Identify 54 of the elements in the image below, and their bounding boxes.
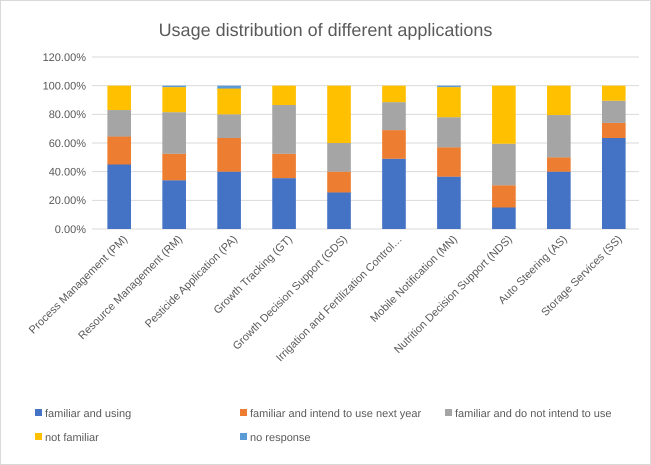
legend-label: familiar and using xyxy=(45,408,132,420)
bar xyxy=(437,147,461,177)
y-tick-label: 100.00% xyxy=(42,80,86,93)
bar xyxy=(602,86,626,101)
bar xyxy=(327,172,351,192)
bar xyxy=(107,86,132,110)
bar xyxy=(162,112,186,154)
bar xyxy=(272,86,296,106)
bar xyxy=(382,130,406,159)
bar xyxy=(327,192,351,229)
bar xyxy=(217,138,241,172)
bar xyxy=(602,100,626,123)
legend-label: not familiar xyxy=(45,432,100,444)
bar xyxy=(327,86,351,143)
y-tick-label: 0.00% xyxy=(54,224,86,236)
bar xyxy=(547,172,571,229)
bar xyxy=(492,144,516,186)
bar xyxy=(217,114,241,138)
bar xyxy=(382,102,406,130)
bar xyxy=(382,158,406,229)
bar xyxy=(547,86,571,116)
legend-label: familiar and do not intend to use xyxy=(455,408,612,420)
bar xyxy=(162,154,186,180)
y-tick-label: 20.00% xyxy=(48,195,86,208)
bar xyxy=(272,105,296,154)
bar xyxy=(327,143,351,172)
bar xyxy=(107,136,132,164)
bar xyxy=(602,122,626,138)
bar xyxy=(437,117,461,148)
bar xyxy=(492,86,516,144)
bar xyxy=(547,115,571,158)
bar xyxy=(492,208,516,229)
y-tick-label: 60.00% xyxy=(48,138,86,150)
bar xyxy=(437,176,461,229)
y-tick-label: 80.00% xyxy=(48,109,86,122)
legend-label: familiar and intend to use next year xyxy=(250,408,422,420)
bar xyxy=(217,172,241,229)
bar xyxy=(382,86,406,102)
bar xyxy=(437,87,461,118)
bar xyxy=(492,185,516,208)
bar xyxy=(162,87,186,112)
y-tick-label: 40.00% xyxy=(48,166,86,179)
bar xyxy=(272,178,296,229)
bar xyxy=(107,164,132,229)
bar xyxy=(107,110,132,137)
bar xyxy=(217,88,241,114)
bar xyxy=(602,138,626,229)
bar xyxy=(547,157,571,172)
bar xyxy=(272,154,296,178)
legend-label: no response xyxy=(250,432,311,444)
bar xyxy=(162,180,186,229)
y-tick-label: 120.00% xyxy=(42,52,86,64)
bar xyxy=(217,86,241,89)
chart-title: Usage distribution of different applications xyxy=(158,20,492,40)
